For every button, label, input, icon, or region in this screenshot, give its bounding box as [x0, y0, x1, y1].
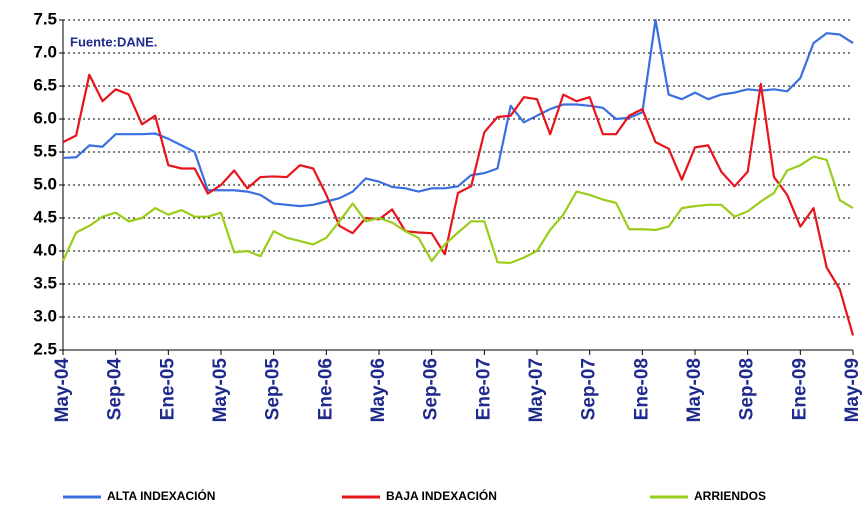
x-tick-label: May-04	[52, 358, 73, 423]
x-tick-label: Sep-04	[105, 358, 126, 421]
x-tick-label: Ene-09	[789, 358, 810, 420]
x-tick-label: May-05	[210, 358, 231, 423]
y-tick-label: 7.0	[33, 42, 57, 61]
series-line	[62, 155, 854, 264]
legend-label: ALTA INDEXACIÓN	[107, 488, 215, 503]
x-tick-label: May-06	[368, 358, 389, 422]
y-tick-label: 6.0	[33, 108, 57, 127]
legend-label: ARRIENDOS	[694, 489, 766, 503]
y-tick-label: 5.5	[33, 141, 57, 160]
x-tick-label: May-07	[526, 358, 547, 422]
x-tick-label: May-08	[684, 358, 705, 422]
x-tick-label: Sep-08	[737, 358, 758, 420]
x-tick-label: Sep-07	[579, 358, 600, 420]
annotation: Fuente:DANE.	[70, 34, 157, 49]
y-tick-label: 6.5	[33, 75, 57, 94]
x-tick-label: Sep-05	[263, 358, 284, 421]
y-tick-label: 3.5	[33, 273, 57, 292]
y-tick-label: 5.0	[33, 174, 57, 193]
x-tick-label: Ene-05	[157, 358, 178, 421]
y-tick-label: 4.0	[33, 240, 57, 259]
legend-label: BAJA INDEXACIÓN	[386, 488, 497, 503]
x-tick-label: Ene-07	[473, 358, 494, 420]
series-line	[62, 73, 855, 336]
series-line	[62, 18, 854, 208]
y-tick-label: 3.0	[33, 306, 57, 325]
x-tick-label: Ene-06	[315, 358, 336, 420]
x-tick-label: Sep-06	[421, 358, 442, 420]
y-tick-label: 7.5	[33, 9, 57, 28]
x-tick-label: May-09	[842, 358, 863, 422]
y-tick-label: 4.5	[33, 207, 57, 226]
x-tick-label: Ene-08	[631, 358, 652, 420]
y-tick-label: 2.5	[33, 339, 57, 358]
